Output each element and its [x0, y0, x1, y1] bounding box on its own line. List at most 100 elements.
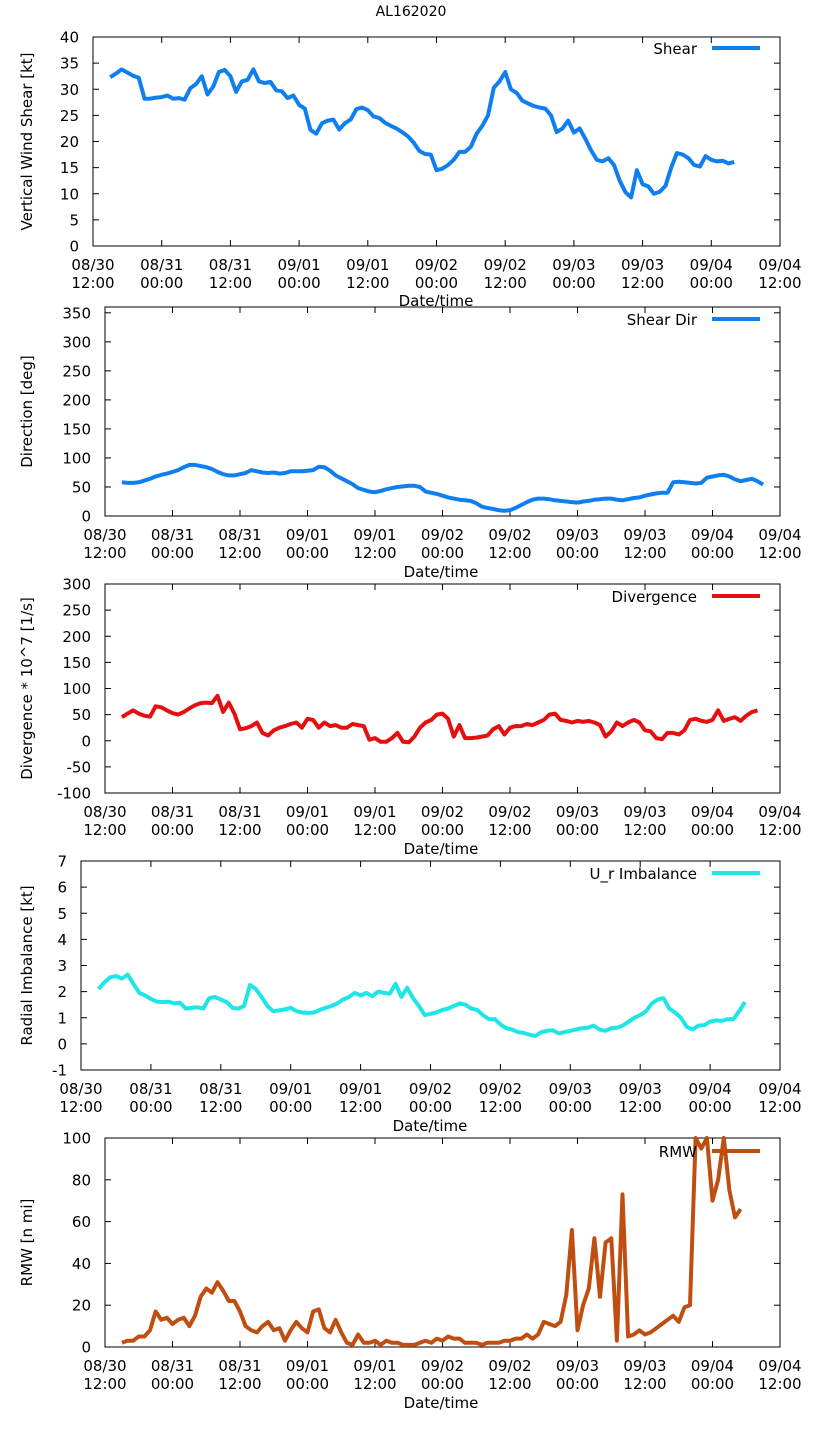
x-tick-label: 09/02 12:00 [488, 526, 531, 562]
y-tick-label: 300 [62, 576, 91, 594]
plot-frame [104, 1137, 781, 1348]
x-tick-label: 09/01 12:00 [339, 1080, 382, 1116]
x-tick-label: 08/31 00:00 [151, 526, 194, 562]
x-tick-label: 09/04 00:00 [691, 526, 734, 562]
x-tick-label: 09/01 00:00 [286, 1357, 329, 1393]
legend-label: U_r Imbalance [589, 865, 697, 884]
x-tick-label: 09/04 12:00 [758, 1357, 801, 1393]
axis-ticks: -1 0 1 2 3 4 5 6 7 08/30 12:00 08/31 00:00 08/31 12:00… [52, 853, 802, 1117]
y-tick-label: 0 [81, 1339, 91, 1357]
x-tick-label: 09/01 00:00 [286, 803, 329, 839]
x-tick-label: 09/03 00:00 [556, 1357, 599, 1393]
y-tick-label: 0 [81, 508, 91, 526]
y-tick-label: -100 [57, 785, 91, 803]
x-tick-label: 09/02 00:00 [421, 1357, 464, 1393]
y-tick-label: 250 [62, 362, 91, 380]
x-axis-label: Date/time [404, 840, 479, 858]
y-tick-label: 350 [62, 304, 91, 322]
y-tick-label: 200 [62, 628, 91, 646]
x-tick-label: 08/30 12:00 [83, 1357, 126, 1393]
x-tick-label: 09/02 12:00 [479, 1080, 522, 1116]
x-tick-label: 09/04 00:00 [690, 256, 733, 292]
x-tick-label: 09/04 12:00 [758, 526, 801, 562]
y-tick-label: 100 [62, 449, 91, 467]
x-tick-label: 09/02 00:00 [421, 526, 464, 562]
y-tick-label: 250 [62, 602, 91, 620]
x-tick-label: 09/03 00:00 [549, 1080, 592, 1116]
x-tick-label: 09/03 12:00 [623, 526, 666, 562]
x-tick-label: 09/03 12:00 [623, 1357, 666, 1393]
shear-series-line [109, 67, 735, 200]
legend-label: Divergence [612, 588, 697, 606]
direction-series-line [121, 462, 765, 513]
x-axis-label: Date/time [404, 1394, 479, 1412]
legend: Divergence [612, 588, 760, 606]
legend-label: Shear Dir [627, 311, 698, 329]
x-tick-label: 09/01 12:00 [353, 803, 396, 839]
plot-frame [104, 306, 781, 517]
axis-ticks: 0 20 40 60 80 100 08/30 12:00 08/31 00:00 08/31 12:… [62, 1130, 801, 1394]
x-tick-label: 09/04 12:00 [758, 256, 801, 292]
x-axis-label: Date/time [393, 1117, 468, 1135]
x-tick-label: 09/01 12:00 [346, 256, 389, 292]
y-axis-label: Divergence * 10^7 [1/s] [18, 597, 36, 780]
y-tick-label: 25 [60, 107, 79, 125]
y-tick-label: 1 [57, 1009, 67, 1027]
x-tick-label: 09/04 00:00 [691, 803, 734, 839]
axis-ticks: 0 5 10 15 20 25 30 35 40 08/30 12:00 08/31 00:00 08/3… [60, 29, 802, 293]
legend: Shear [653, 40, 760, 58]
y-axis-label: RMW [n mi] [18, 1199, 36, 1287]
x-tick-label: 09/02 00:00 [421, 803, 464, 839]
x-tick-label: 08/31 12:00 [199, 1080, 242, 1116]
y-tick-label: 150 [62, 654, 91, 672]
y-tick-label: -1 [52, 1062, 67, 1080]
x-tick-label: 09/01 12:00 [353, 526, 396, 562]
x-tick-label: 09/02 12:00 [488, 803, 531, 839]
plot-frame [80, 860, 781, 1071]
x-tick-label: 09/01 12:00 [353, 1357, 396, 1393]
divergence-series-line [120, 693, 759, 745]
y-tick-label: 40 [72, 1255, 91, 1273]
x-tick-label: 09/03 00:00 [552, 256, 595, 292]
y-tick-label: 150 [62, 420, 91, 438]
x-axis-label: Date/time [404, 563, 479, 581]
y-tick-label: 5 [57, 905, 67, 923]
x-tick-label: 09/03 12:00 [623, 803, 666, 839]
figure-title: AL162020 [376, 4, 447, 20]
y-tick-label: 100 [62, 680, 91, 698]
y-tick-label: 0 [57, 1035, 67, 1053]
x-tick-label: 08/31 12:00 [218, 526, 261, 562]
x-tick-label: 08/30 12:00 [71, 256, 114, 292]
y-tick-label: 0 [81, 732, 91, 750]
x-tick-label: 08/30 12:00 [83, 526, 126, 562]
legend-label: RMW [659, 1143, 697, 1161]
plot-frame [92, 36, 781, 247]
y-tick-label: 300 [62, 333, 91, 351]
x-tick-label: 09/01 00:00 [286, 526, 329, 562]
x-tick-label: 09/02 12:00 [484, 256, 527, 292]
y-tick-label: 15 [60, 159, 79, 177]
y-tick-label: 0 [69, 238, 79, 256]
y-tick-label: 200 [62, 391, 91, 409]
x-tick-label: 09/03 12:00 [621, 256, 664, 292]
x-tick-label: 09/03 00:00 [556, 803, 599, 839]
x-tick-label: 08/31 12:00 [218, 803, 261, 839]
y-tick-label: 2 [57, 983, 67, 1001]
y-tick-label: 35 [60, 55, 79, 73]
x-tick-label: 09/01 00:00 [277, 256, 320, 292]
x-tick-label: 09/02 00:00 [415, 256, 458, 292]
y-tick-label: 10 [60, 185, 79, 203]
legend: RMW [659, 1143, 760, 1161]
x-tick-label: 09/04 12:00 [758, 1080, 801, 1116]
axis-ticks: -100 -50 0 50 100 150 200 250 300 08/30 12:00 08/31… [57, 576, 802, 840]
x-tick-label: 08/31 12:00 [209, 256, 252, 292]
x-tick-label: 09/02 00:00 [409, 1080, 452, 1116]
panel-divergence: -100 -50 0 50 100 150 200 250 300 08/30 12:00 08/31… [18, 576, 802, 859]
y-axis-label: Direction [deg] [18, 355, 36, 468]
x-tick-label: 08/31 00:00 [140, 256, 183, 292]
x-tick-label: 09/04 00:00 [688, 1080, 731, 1116]
x-tick-label: 09/04 12:00 [758, 803, 801, 839]
rmw-series-line [121, 1136, 743, 1347]
y-tick-label: 20 [60, 133, 79, 151]
y-tick-label: -50 [67, 758, 92, 776]
